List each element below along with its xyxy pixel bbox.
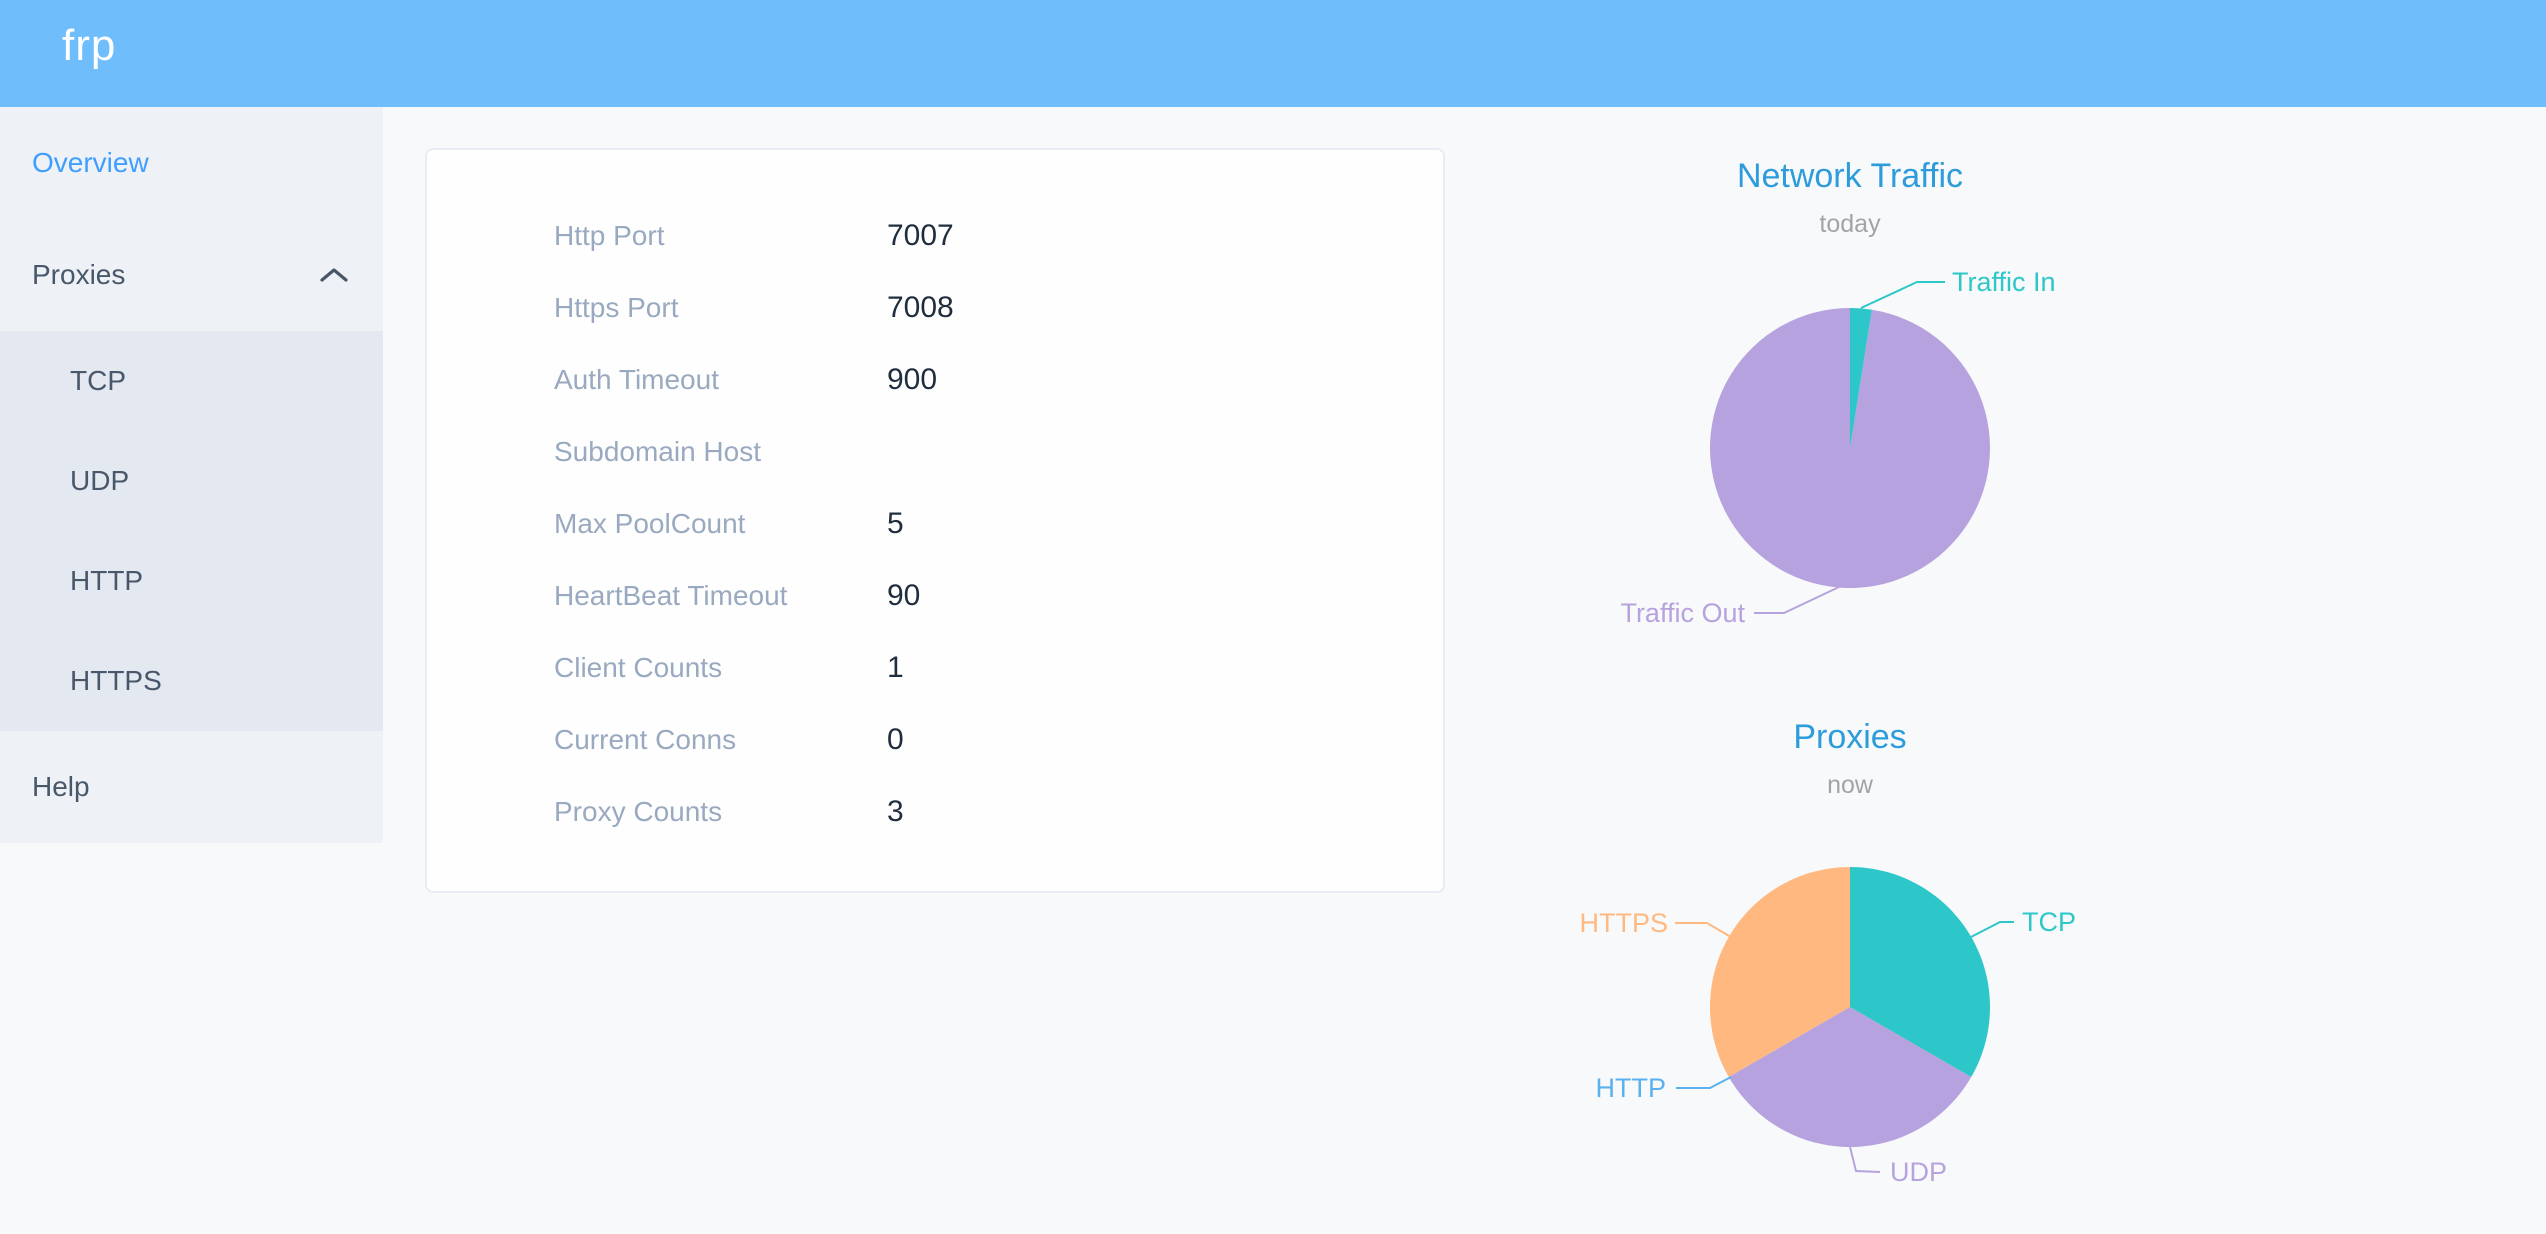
- sidebar-item-label: Proxies: [32, 259, 126, 290]
- tcp-callout-line: [1970, 921, 2014, 938]
- network-traffic-title: Network Traffic: [1736, 157, 1964, 195]
- http-label: HTTP: [1595, 1073, 1667, 1103]
- network-traffic-pie-chart: Traffic In Traffic Out: [1545, 240, 2155, 660]
- pie-slice-traffic-in: [1850, 308, 1872, 448]
- row-value: 90: [887, 579, 921, 612]
- traffic-out-callout-line: [1754, 586, 1840, 614]
- network-traffic-subtitle: today: [1819, 210, 1881, 238]
- row-label: Client Counts: [554, 652, 723, 683]
- table-row: Current Conns 0: [427, 704, 1443, 776]
- app-header: frp: [0, 0, 2546, 107]
- sidebar-item-label: UDP: [70, 465, 130, 496]
- traffic-in-callout-line: [1860, 281, 1945, 309]
- udp-label: UDP: [1890, 1157, 1948, 1187]
- proxies-pie: [1675, 867, 2014, 1173]
- udp-callout-line: [1849, 1146, 1881, 1173]
- sidebar: Overview Proxies TCP UDP HTTP HTTPS Help: [0, 107, 383, 843]
- traffic-in-label: Traffic In: [1952, 267, 2056, 297]
- row-label: HeartBeat Timeout: [554, 580, 788, 611]
- row-label: Current Conns: [554, 724, 737, 755]
- table-row: Proxy Counts 3: [427, 776, 1443, 848]
- row-value: 0: [887, 723, 904, 756]
- https-label: HTTPS: [1579, 908, 1668, 938]
- sidebar-item-label: HTTP: [70, 565, 144, 596]
- chevron-up-icon: [320, 268, 348, 282]
- table-row: Subdomain Host: [427, 416, 1443, 488]
- server-info-card: Http Port 7007 Https Port 7008 Auth Time…: [425, 148, 1445, 893]
- http-callout-line: [1676, 1076, 1732, 1089]
- sidebar-item-overview[interactable]: Overview: [0, 107, 383, 219]
- row-label: Proxy Counts: [554, 796, 723, 827]
- sidebar-item-udp[interactable]: UDP: [0, 431, 383, 531]
- row-label: Https Port: [554, 292, 679, 323]
- app-logo: frp: [62, 21, 117, 70]
- sidebar-item-label: HTTPS: [70, 665, 162, 696]
- row-value: 1: [887, 651, 904, 684]
- table-row: HeartBeat Timeout 90: [427, 560, 1443, 632]
- pie-slice-tcp: [1850, 867, 1990, 1077]
- row-value: 5: [887, 507, 904, 540]
- sidebar-item-https[interactable]: HTTPS: [0, 631, 383, 731]
- row-label: Auth Timeout: [554, 364, 719, 395]
- row-value: 3: [887, 795, 904, 828]
- proxies-title: Proxies: [1793, 718, 1907, 756]
- row-value: 900: [887, 363, 938, 396]
- table-row: Https Port 7008: [427, 272, 1443, 344]
- sidebar-item-tcp[interactable]: TCP: [0, 331, 383, 431]
- sidebar-item-label: Overview: [32, 147, 149, 178]
- row-value: 7008: [887, 291, 954, 324]
- tcp-label: TCP: [2022, 907, 2076, 937]
- pie-slice-https: [1710, 867, 1850, 1077]
- sidebar-item-proxies[interactable]: Proxies: [0, 219, 383, 331]
- https-callout-line: [1675, 922, 1732, 938]
- row-label: Http Port: [554, 220, 665, 251]
- sidebar-item-label: Help: [32, 771, 90, 802]
- sidebar-item-http[interactable]: HTTP: [0, 531, 383, 631]
- row-label: Max PoolCount: [554, 508, 746, 539]
- table-row: Client Counts 1: [427, 632, 1443, 704]
- row-value: 7007: [887, 219, 954, 252]
- network-traffic-pie: [1710, 281, 1990, 614]
- row-label: Subdomain Host: [554, 436, 762, 467]
- table-row: Auth Timeout 900: [427, 344, 1443, 416]
- proxies-subtitle: now: [1827, 771, 1873, 799]
- proxies-submenu: TCP UDP HTTP HTTPS: [0, 331, 383, 731]
- sidebar-item-help[interactable]: Help: [0, 731, 383, 843]
- proxies-pie-chart: TCP HTTPS HTTP UDP: [1545, 800, 2155, 1234]
- traffic-out-label: Traffic Out: [1620, 598, 1745, 628]
- table-row: Http Port 7007: [427, 200, 1443, 272]
- sidebar-item-label: TCP: [70, 365, 126, 396]
- table-row: Max PoolCount 5: [427, 488, 1443, 560]
